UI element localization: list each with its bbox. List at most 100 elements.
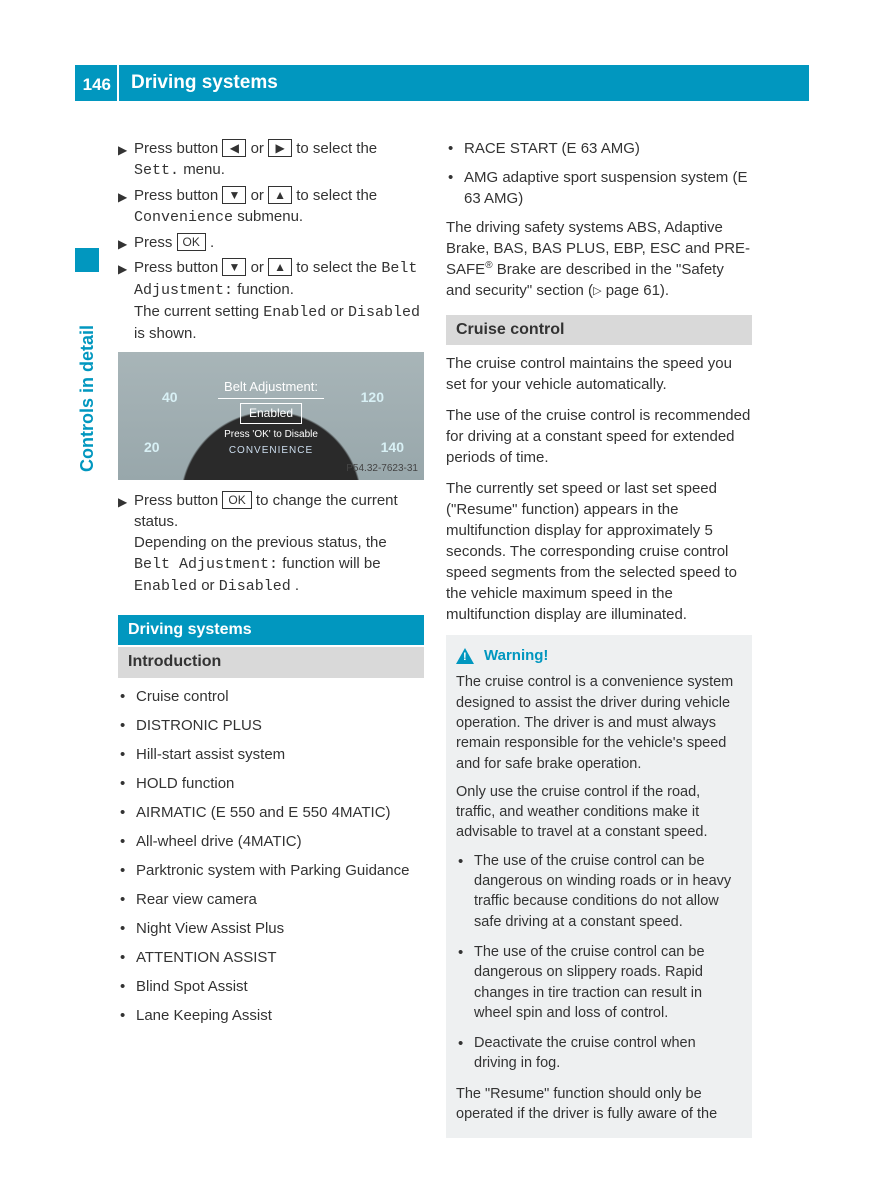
down-arrow-button-icon: ▼ [222,258,246,276]
page-reference: page 61). [602,282,670,299]
list-item: Hill-start assist system [134,744,424,765]
gauge-hint: Press 'OK' to Disable [218,428,324,442]
up-arrow-button-icon: ▲ [268,258,292,276]
step-marker-icon: ▶ [118,185,134,228]
function-name: Belt Adjustment: [134,556,278,573]
list-item: Rear view camera [134,889,424,910]
text: Depending on the previous status, the [134,534,387,551]
intro-feature-list: Cruise control DISTRONIC PLUS Hill-start… [118,686,424,1026]
list-item: HOLD function [134,773,424,794]
warning-list: The use of the cruise control can be dan… [456,851,742,1074]
text: menu. [183,161,225,178]
instruction-step: ▶ Press button ▼ or ▲ to select the Belt… [118,257,424,344]
text: or [251,187,269,204]
list-item: ATTENTION ASSIST [134,947,424,968]
list-item: Parktronic system with Parking Guidance [134,860,424,881]
text: to select the [296,140,377,157]
text: Press button [134,259,222,276]
page-title: Driving systems [117,65,278,101]
instruction-step: ▶ Press button OK to change the current … [118,490,424,597]
subsection-heading-cruise-control: Cruise control [446,315,752,345]
warning-paragraph: The cruise control is a convenience syst… [456,672,742,773]
list-item: AMG adaptive sport suspension system (E … [462,167,752,209]
text: function will be [282,555,380,572]
instrument-cluster-illustration: 20 40 120 140 Belt Adjustment: Enabled P… [118,352,424,480]
cruise-paragraph: The currently set speed or last set spee… [446,478,752,625]
instruction-step: ▶ Press button ▼ or ▲ to select the Conv… [118,185,424,228]
cruise-paragraph: The use of the cruise control is recomme… [446,405,752,468]
left-column: ▶ Press button ◀ or ▶ to select the Sett… [118,138,424,1138]
subsection-heading-introduction: Introduction [118,647,424,677]
ok-button-icon: OK [177,233,206,251]
registered-mark: ® [485,260,492,271]
text: or [201,577,219,594]
instruction-step: ▶ Press button ◀ or ▶ to select the Sett… [118,138,424,181]
text: submenu. [237,208,303,225]
step-text: Press button ◀ or ▶ to select the Sett. … [134,138,424,181]
gauge-display: Belt Adjustment: Enabled Press 'OK' to D… [218,372,324,458]
text: . [210,234,214,251]
text: to select the [296,259,381,276]
step-text: Press button ▼ or ▲ to select the Belt A… [134,257,424,344]
instruction-step: ▶ Press OK . [118,232,424,253]
status-value: Enabled [263,304,326,321]
page-number: 146 [75,65,117,101]
section-heading-driving-systems: Driving systems [118,615,424,645]
left-arrow-button-icon: ◀ [222,139,246,157]
step-marker-icon: ▶ [118,490,134,597]
safety-systems-paragraph: The driving safety systems ABS, Adaptive… [446,217,752,301]
text: is shown. [134,325,197,342]
figure-code: P54.32-7623-31 [346,462,418,476]
step-text: Press button OK to change the current st… [134,490,424,597]
status-value: Enabled [134,578,197,595]
page-header: 146 Driving systems [75,65,809,101]
warning-heading: Warning! [456,645,742,666]
warning-triangle-icon [456,648,474,664]
ok-button-icon: OK [222,491,251,509]
text: Press button [134,492,222,509]
status-value: Disabled [219,578,291,595]
text: or [330,303,348,320]
gauge-title: Belt Adjustment: [218,376,324,399]
step-marker-icon: ▶ [118,232,134,253]
content-area: ▶ Press button ◀ or ▶ to select the Sett… [118,138,809,1138]
menu-name: Convenience [134,209,233,226]
text: Press button [134,187,222,204]
status-value: Disabled [348,304,420,321]
list-item: Night View Assist Plus [134,918,424,939]
list-item: The use of the cruise control can be dan… [472,942,742,1023]
down-arrow-button-icon: ▼ [222,186,246,204]
warning-box: Warning! The cruise control is a conveni… [446,635,752,1138]
text: Press [134,234,177,251]
right-column: RACE START (E 63 AMG) AMG adaptive sport… [446,138,752,1138]
text: function. [237,281,294,298]
list-item: The use of the cruise control can be dan… [472,851,742,932]
text: Press button [134,140,222,157]
list-item: RACE START (E 63 AMG) [462,138,752,159]
step-marker-icon: ▶ [118,257,134,344]
step-text: Press button ▼ or ▲ to select the Conven… [134,185,424,228]
list-item: AIRMATIC (E 550 and E 550 4MATIC) [134,802,424,823]
text: or [251,140,269,157]
warning-label: Warning! [484,645,548,666]
gauge-tick: 140 [381,438,404,458]
text: The current setting [134,303,263,320]
list-item: Deactivate the cruise control when drivi… [472,1033,742,1074]
text: to select the [296,187,377,204]
page-ref-icon: ▷ [593,285,601,297]
menu-name: Sett. [134,162,179,179]
warning-paragraph: Only use the cruise control if the road,… [456,782,742,843]
gauge-submenu-label: CONVENIENCE [218,444,324,458]
list-item: Lane Keeping Assist [134,1005,424,1026]
gauge-tick: 20 [144,438,160,458]
step-marker-icon: ▶ [118,138,134,181]
gauge-value: Enabled [240,403,302,424]
list-item: DISTRONIC PLUS [134,715,424,736]
warning-paragraph: The "Resume" function should only be ope… [456,1084,742,1125]
gauge-tick: 120 [361,388,384,408]
gauge-tick: 40 [162,388,178,408]
right-arrow-button-icon: ▶ [268,139,292,157]
up-arrow-button-icon: ▲ [268,186,292,204]
cruise-paragraph: The cruise control maintains the speed y… [446,353,752,395]
text: . [295,577,299,594]
